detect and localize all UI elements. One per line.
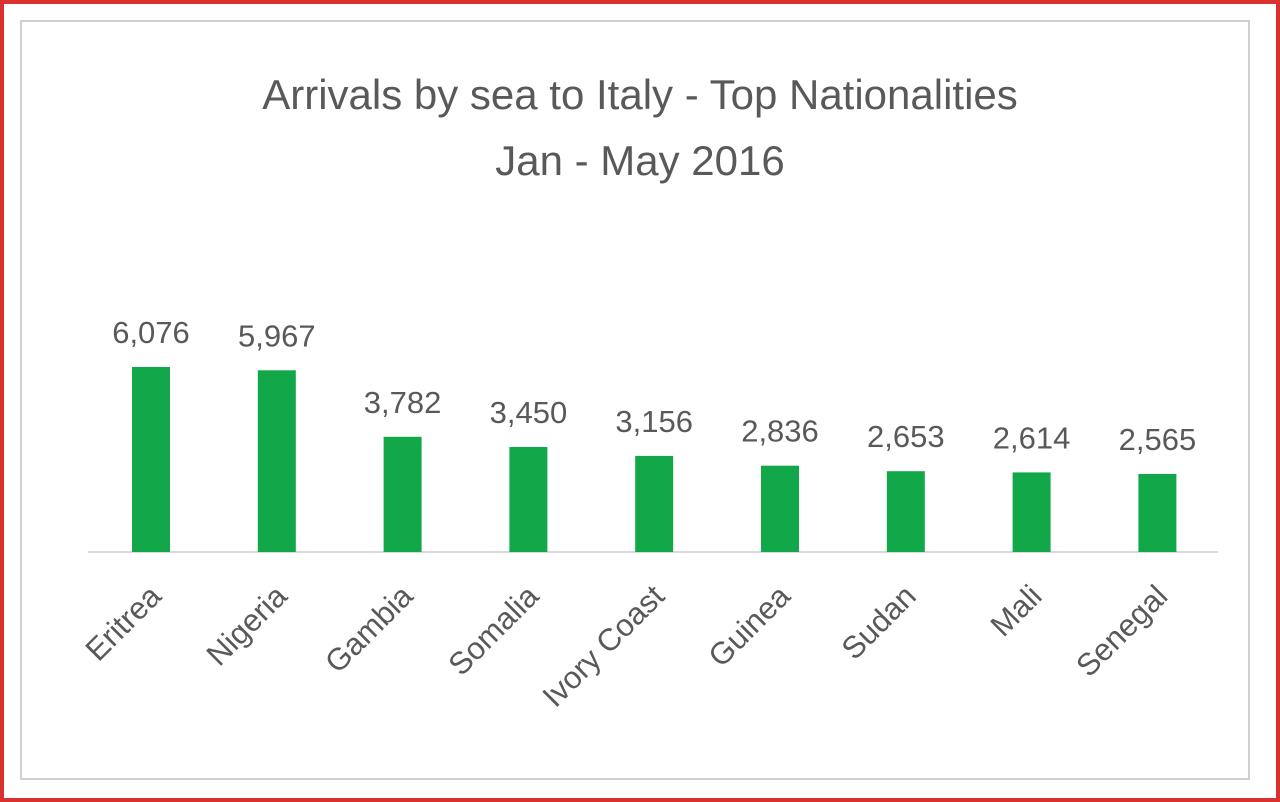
category-tick-label: Sudan: [835, 578, 923, 666]
bar-senegal: [1138, 473, 1177, 552]
data-label: 2,614: [993, 420, 1071, 455]
category-tick-label: Mali: [984, 578, 1049, 643]
data-label: 3,450: [490, 395, 568, 430]
category-tick-label: Gambia: [318, 578, 420, 680]
category-tick-label: Somalia: [441, 578, 545, 682]
category-tick-label: Senegal: [1069, 578, 1174, 683]
chart-title: Arrivals by sea to Italy - Top Nationali…: [262, 71, 1018, 118]
bar-nigeria: [257, 370, 296, 552]
chart-subtitle: Jan - May 2016: [495, 137, 785, 184]
bar-mali: [1012, 472, 1051, 552]
data-label: 2,565: [1119, 422, 1197, 457]
data-label: 2,836: [741, 414, 819, 449]
data-label: 3,156: [615, 404, 693, 439]
data-label: 5,967: [238, 318, 316, 353]
data-label: 2,653: [867, 419, 945, 454]
data-label: 3,782: [364, 385, 442, 420]
chart-area: [20, 20, 1250, 780]
category-tick-label: Nigeria: [200, 578, 295, 673]
bar-gambia: [383, 436, 422, 552]
bar-ivory-coast: [635, 455, 674, 552]
category-tick-label: Guinea: [702, 578, 798, 674]
data-label: 6,076: [112, 315, 190, 350]
bar-guinea: [761, 465, 799, 552]
bar-eritrea: [132, 367, 170, 552]
bar-somalia: [509, 447, 548, 552]
category-tick-label: Ivory Coast: [536, 578, 672, 714]
bar-sudan: [886, 471, 925, 552]
category-tick-label: Eritrea: [79, 578, 169, 668]
